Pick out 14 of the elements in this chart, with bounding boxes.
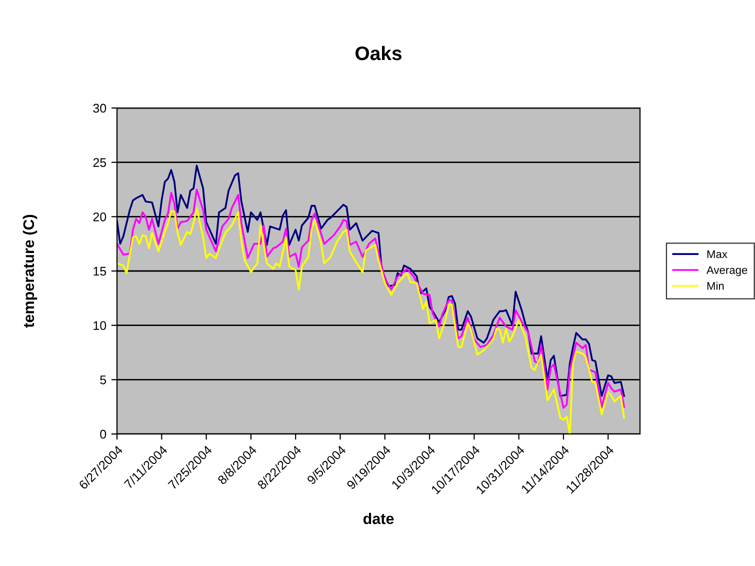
chart-title: Oaks [356,46,402,60]
y-tick-label: 15 [94,266,106,276]
legend-label: Min [707,282,724,290]
y-tick-label: 0 [100,430,106,439]
y-tick-label: 25 [93,158,106,167]
y-tick-label: 10 [94,321,106,330]
y-tick-label: 20 [93,212,106,222]
legend-label: Average [706,266,748,276]
y-axis-title: temperature (C) [22,214,38,328]
line-series [117,207,625,434]
y-tick-label: 5 [100,376,106,384]
x-axis-title: date [363,512,394,524]
y-tick-label: 30 [93,104,106,113]
legend-label: Max [707,250,728,258]
